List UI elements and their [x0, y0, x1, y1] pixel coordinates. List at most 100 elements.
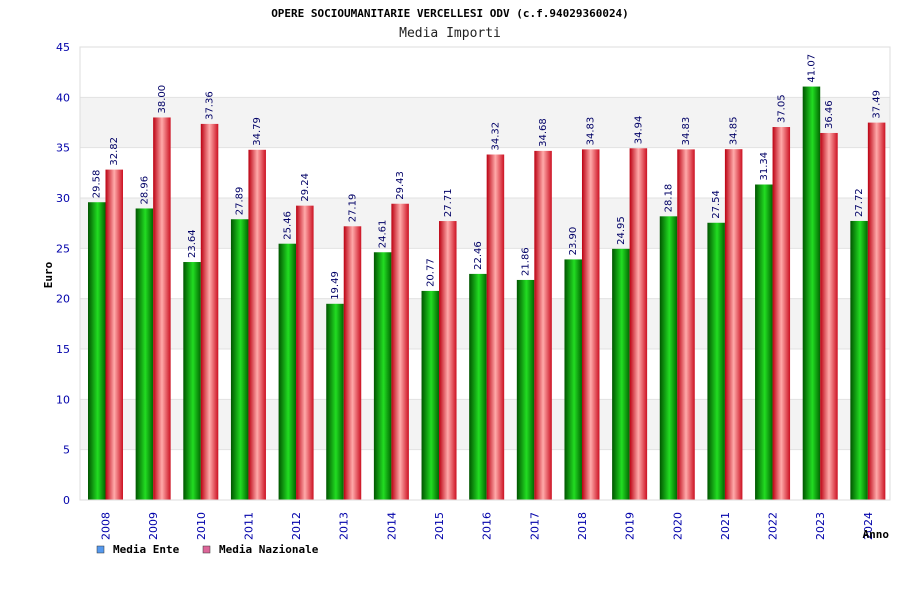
value-label-media-nazionale: 34.94 — [633, 116, 644, 145]
x-axis-ticks: 2008 2009 2010 2011 2012 2013 2014 2015 2016 2017… — [100, 512, 875, 540]
value-label-media-ente: 23.64 — [187, 229, 198, 258]
y-tick-label: 0 — [63, 494, 70, 507]
bar-media-ente — [278, 243, 297, 500]
value-label-media-nazionale: 34.79 — [252, 117, 263, 146]
value-label-media-ente: 22.46 — [473, 241, 484, 270]
chart-subtitle: Media Importi — [399, 26, 501, 41]
bar-media-nazionale — [153, 117, 171, 500]
bars — [88, 86, 886, 501]
legend-swatch-media-ente — [96, 545, 105, 554]
x-tick-label: 2019 — [624, 512, 637, 540]
legend: Media Ente Media Nazionale — [96, 543, 319, 556]
bar-media-nazionale — [772, 127, 791, 500]
x-tick-label: 2010 — [195, 512, 208, 540]
bar-media-nazionale — [439, 221, 457, 500]
value-label-media-ente: 21.86 — [521, 247, 532, 276]
y-axis-label: Euro — [42, 261, 55, 288]
x-tick-label: 2020 — [671, 512, 684, 540]
value-label-media-ente: 31.34 — [759, 152, 770, 181]
value-label-media-nazionale: 32.82 — [109, 137, 120, 166]
value-label-media-ente: 23.90 — [568, 227, 579, 256]
value-label-media-nazionale: 36.46 — [824, 100, 835, 129]
bar-media-ente — [373, 252, 392, 500]
value-label-media-nazionale: 34.85 — [729, 117, 740, 146]
y-tick-label: 45 — [56, 41, 70, 54]
value-label-media-nazionale: 29.24 — [300, 173, 311, 202]
x-axis-label: Anno — [863, 528, 890, 541]
bar-media-nazionale — [391, 203, 409, 500]
value-label-media-ente: 27.89 — [235, 187, 246, 216]
value-label-media-ente: 20.77 — [425, 258, 436, 287]
value-label-media-ente: 27.72 — [854, 188, 865, 217]
bar-media-nazionale — [677, 149, 695, 501]
y-tick-label: 25 — [56, 242, 70, 255]
bar-media-ente — [230, 219, 249, 500]
value-label-media-nazionale: 29.43 — [395, 171, 406, 200]
value-label-media-nazionale: 34.83 — [586, 117, 597, 146]
x-tick-label: 2016 — [481, 512, 494, 540]
bar-media-ente — [183, 262, 201, 500]
x-tick-label: 2015 — [433, 512, 446, 540]
x-tick-label: 2017 — [528, 512, 541, 540]
bar-media-nazionale — [867, 122, 886, 500]
value-label-media-nazionale: 27.71 — [443, 188, 454, 217]
plot-frame — [79, 46, 891, 501]
value-label-media-ente: 25.46 — [282, 211, 293, 240]
bar-media-ente — [421, 290, 440, 500]
legend-swatch-media-nazionale — [202, 545, 211, 554]
bar-media-nazionale — [105, 169, 123, 500]
y-tick-label: 35 — [56, 142, 70, 155]
value-label-media-ente: 28.18 — [664, 184, 675, 213]
bar-media-nazionale — [629, 148, 648, 500]
y-tick-label: 10 — [56, 393, 70, 406]
value-label-media-nazionale: 34.32 — [490, 122, 501, 151]
grid-band — [80, 47, 890, 98]
chart-title: OPERE SOCIOUMANITARIE VERCELLESI ODV (c.… — [271, 7, 629, 20]
bar-media-nazionale — [820, 132, 838, 500]
bar-media-nazionale — [581, 149, 600, 501]
bar-media-ente — [516, 279, 535, 500]
value-label-media-nazionale: 37.05 — [776, 94, 787, 123]
value-label-media-ente: 29.58 — [92, 170, 103, 199]
x-tick-label: 2023 — [814, 512, 827, 540]
y-tick-label: 30 — [56, 192, 70, 205]
x-tick-label: 2022 — [767, 512, 780, 540]
y-tick-label: 20 — [56, 293, 70, 306]
legend-label-media-ente: Media Ente — [113, 543, 180, 556]
bar-media-nazionale — [200, 123, 219, 500]
bar-media-ente — [802, 86, 821, 500]
value-label-media-ente: 24.61 — [378, 220, 389, 249]
y-tick-label: 5 — [63, 444, 70, 457]
value-label-media-nazionale: 27.19 — [347, 194, 358, 223]
x-tick-label: 2024 — [862, 512, 875, 540]
bar-media-nazionale — [724, 149, 743, 500]
bar-media-nazionale — [296, 205, 314, 500]
x-tick-label: 2012 — [290, 512, 303, 540]
bar-media-ente — [755, 184, 773, 500]
bar-media-ente — [88, 202, 106, 500]
value-label-media-ente: 28.96 — [139, 176, 150, 205]
bar-media-nazionale — [248, 149, 266, 500]
bar-media-ente — [659, 216, 678, 500]
bar-media-ente — [135, 208, 154, 500]
y-tick-label: 15 — [56, 343, 70, 356]
value-label-media-ente: 19.49 — [330, 271, 341, 300]
value-label-media-nazionale: 38.00 — [157, 85, 168, 114]
value-label-media-ente: 41.07 — [806, 54, 817, 83]
value-label-media-nazionale: 37.49 — [872, 90, 883, 119]
value-label-media-ente: 27.54 — [711, 190, 722, 219]
bar-media-ente — [612, 248, 630, 500]
bar-media-ente — [564, 259, 582, 500]
value-label-media-nazionale: 37.36 — [205, 91, 216, 120]
bar-media-ente — [707, 222, 725, 500]
value-label-media-nazionale: 34.83 — [681, 117, 692, 146]
bar-media-nazionale — [534, 150, 552, 500]
bar-media-nazionale — [343, 226, 362, 500]
bar-media-nazionale — [486, 154, 505, 500]
x-tick-label: 2013 — [338, 512, 351, 540]
x-tick-label: 2018 — [576, 512, 589, 540]
x-tick-label: 2021 — [719, 512, 732, 540]
x-tick-label: 2009 — [147, 512, 160, 540]
x-tick-label: 2014 — [385, 512, 398, 540]
